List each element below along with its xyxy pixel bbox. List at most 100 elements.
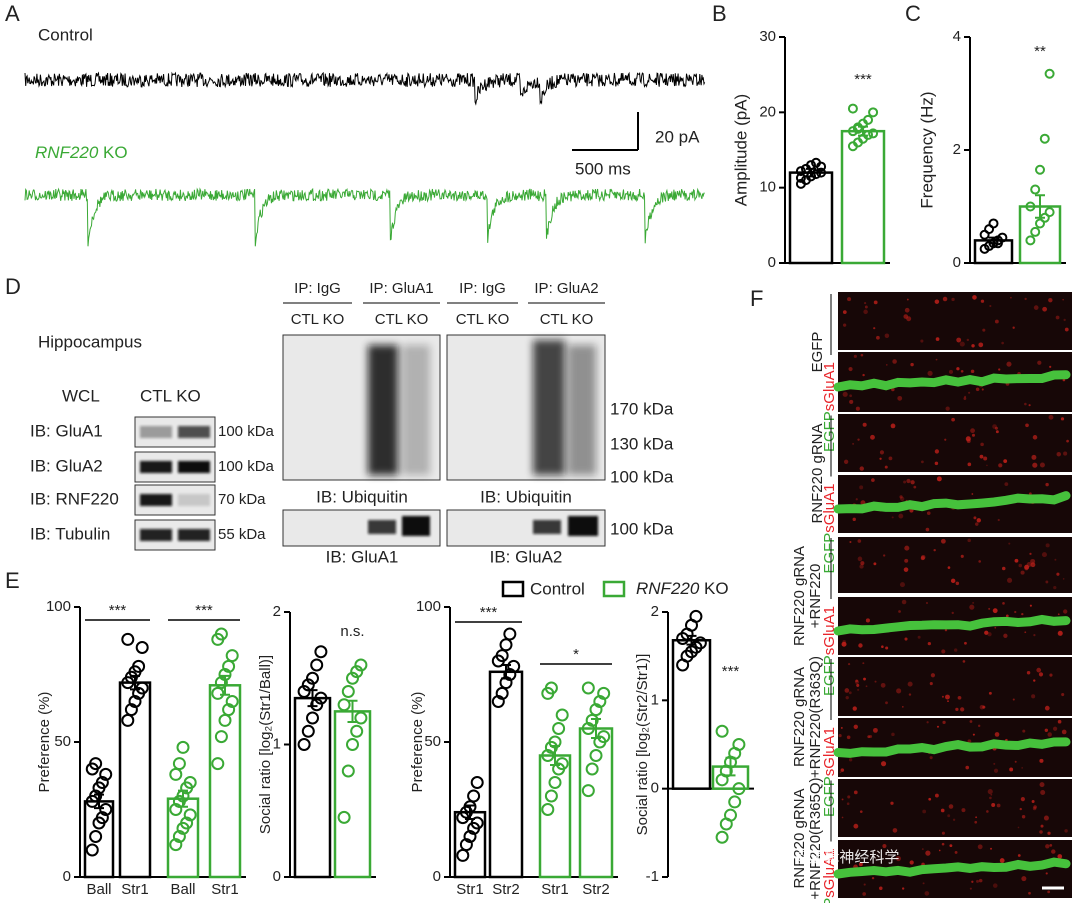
y-tick-label: 30 <box>759 28 776 45</box>
speckle <box>1005 614 1009 618</box>
speckle <box>982 705 986 709</box>
speckle <box>863 677 866 681</box>
speckle <box>980 442 984 447</box>
speckle <box>857 688 860 691</box>
speckle <box>978 878 983 883</box>
speckle <box>906 478 911 484</box>
data-point <box>581 784 595 798</box>
blot-band <box>140 426 172 438</box>
channel-label: EGFPsGluA1 <box>821 483 838 573</box>
speckle <box>890 801 894 805</box>
speckle <box>853 790 858 795</box>
speckle <box>896 688 902 694</box>
speckle <box>885 364 888 366</box>
y-tick-label: 2 <box>953 141 961 158</box>
speckle <box>892 359 897 364</box>
condition-label: +RNF220(R363Q) <box>807 656 824 778</box>
legend-label: RNF220 KO <box>636 579 729 598</box>
significance: *** <box>722 663 740 680</box>
speckle <box>1003 459 1008 464</box>
speckle <box>947 566 951 569</box>
speckle <box>1061 729 1067 735</box>
speckle <box>998 463 1003 468</box>
speckle <box>880 682 886 688</box>
speckle <box>1032 435 1038 440</box>
marker-label: 100 kDa <box>610 467 674 486</box>
data-point <box>863 114 874 125</box>
data-point <box>341 764 355 778</box>
data-point <box>95 776 109 789</box>
speckle <box>1062 378 1066 382</box>
speckle <box>1024 402 1027 406</box>
data-point <box>132 659 146 673</box>
speckle <box>987 632 992 637</box>
dendrite <box>833 737 1071 758</box>
lane-label: CTL KO <box>291 311 345 328</box>
speckle <box>904 307 910 313</box>
speckle <box>994 426 998 430</box>
speckle <box>855 406 860 411</box>
speckle <box>901 599 907 605</box>
region-label: Hippocampus <box>38 332 142 351</box>
speckle <box>1020 797 1025 802</box>
speckle <box>1039 758 1044 763</box>
data-point <box>811 169 822 180</box>
y-axis-label: Frequency (Hz) <box>917 91 936 208</box>
data-point <box>732 738 746 751</box>
speckle <box>986 810 989 813</box>
speckle <box>880 761 887 767</box>
channel-label: EGFPsGluA1 <box>821 848 838 903</box>
y-tick-label: 100 <box>46 598 71 615</box>
speckle <box>983 456 988 461</box>
channel-green: EGFP <box>821 898 838 903</box>
speckle <box>1057 630 1063 636</box>
speckle <box>1021 815 1026 819</box>
speckle <box>951 611 954 615</box>
data-point <box>1025 201 1036 212</box>
bar <box>840 129 886 265</box>
data-point <box>85 843 99 857</box>
channel-red: sGluA1 <box>821 848 838 897</box>
data-point <box>541 803 555 816</box>
data-point <box>180 816 194 830</box>
data-point <box>354 658 368 672</box>
speckle <box>964 395 967 398</box>
panel-letter: B <box>712 1 727 26</box>
data-point <box>1044 207 1055 218</box>
speckle <box>1048 297 1053 303</box>
ib-label: IB: GluA1 <box>30 421 103 440</box>
speckle <box>904 545 910 551</box>
data-point <box>555 757 569 771</box>
speckle <box>969 887 972 890</box>
speckle <box>909 860 914 865</box>
speckle <box>857 438 860 441</box>
data-point <box>548 776 562 789</box>
data-point <box>728 795 742 809</box>
speckle <box>980 299 985 303</box>
y-axis-label: Amplitude (pA) <box>731 94 750 206</box>
data-point <box>310 698 324 712</box>
blot-band <box>402 345 430 475</box>
y-axis-label: Preference (%) <box>409 692 426 793</box>
speckle <box>884 333 890 339</box>
ib-label: IB: Tubulin <box>30 524 110 543</box>
speckle <box>899 495 903 499</box>
speckle <box>842 310 847 314</box>
speckle <box>1064 829 1068 833</box>
speckle <box>960 554 964 558</box>
speckle <box>848 758 853 762</box>
speckle <box>891 516 894 519</box>
panel-letter: E <box>5 568 20 593</box>
data-point <box>99 803 113 816</box>
speckle <box>841 816 844 819</box>
data-point <box>172 830 186 843</box>
speckle <box>992 883 998 888</box>
speckle <box>864 305 868 309</box>
speckle <box>863 883 866 886</box>
speckle <box>849 399 854 404</box>
speckle <box>929 682 933 686</box>
speckle <box>940 808 945 813</box>
data-point <box>225 649 239 663</box>
speckle <box>927 370 933 376</box>
speckle <box>865 618 870 623</box>
